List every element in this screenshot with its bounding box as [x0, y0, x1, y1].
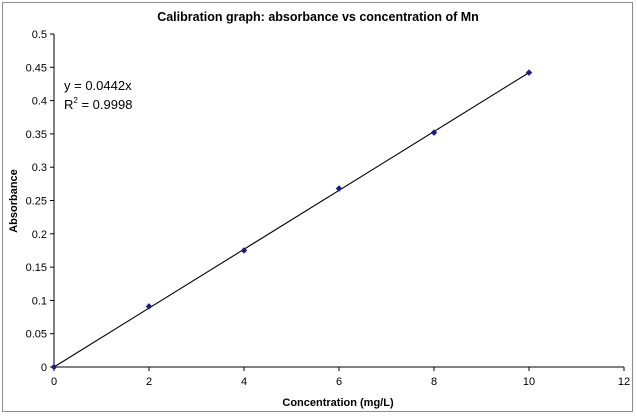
trend-equation: y = 0.0442x [64, 78, 132, 93]
x-tick-label: 2 [146, 376, 152, 388]
plot-area: 0 2 4 6 8 10 12 00.050.10.150.20.250.30.350.40… [26, 29, 631, 388]
y-ticks: 0 0.05 0.1 0.15 0.2 0.25 0.3 0.35 0.4 0.45 0.5 [26, 29, 54, 374]
y-tick-label: 0.3 [32, 162, 47, 174]
data-point [430, 129, 438, 136]
x-tick-label: 4 [241, 376, 247, 388]
y-tick-label: 0.1 [32, 295, 47, 307]
chart-frame [2, 2, 633, 412]
chart-title: Calibration graph: absorbance vs concent… [157, 10, 479, 24]
r-squared-symbol: R [64, 97, 73, 112]
trendline [53, 72, 530, 368]
y-tick-label: 0.05 [26, 329, 47, 341]
y-tick-label: 0.25 [26, 196, 47, 208]
r-squared-value: = 0.9998 [78, 97, 133, 112]
y-tick-label: 0.2 [32, 229, 47, 241]
x-tick-label: 10 [523, 376, 535, 388]
data-point [50, 363, 58, 371]
x-ticks: 0 2 4 6 8 10 12 [51, 367, 630, 388]
x-axis-title: Concentration (mg/L) [282, 397, 394, 409]
y-tick-label: 0.15 [26, 262, 47, 274]
y-tick-label: 0.5 [32, 29, 47, 41]
r-squared-superscript: 2 [73, 96, 78, 105]
data-point [240, 247, 248, 254]
x-tick-label: 0 [51, 376, 57, 388]
data-point [335, 185, 343, 192]
y-tick-label: 0.35 [26, 129, 47, 141]
y-tick-label: 0.4 [32, 96, 47, 108]
y-axis-title: Absorbance [8, 169, 20, 233]
x-tick-label: 12 [618, 376, 630, 388]
x-tick-label: 6 [336, 376, 342, 388]
x-tick-label: 8 [431, 376, 437, 388]
trend-r-squared: R2 = 0.9998 [64, 96, 132, 112]
data-point [525, 69, 533, 76]
y-tick-label: 0 [41, 362, 47, 374]
data-points [50, 69, 533, 371]
y-tick-label: 0.45 [26, 62, 47, 74]
data-point [145, 303, 153, 310]
